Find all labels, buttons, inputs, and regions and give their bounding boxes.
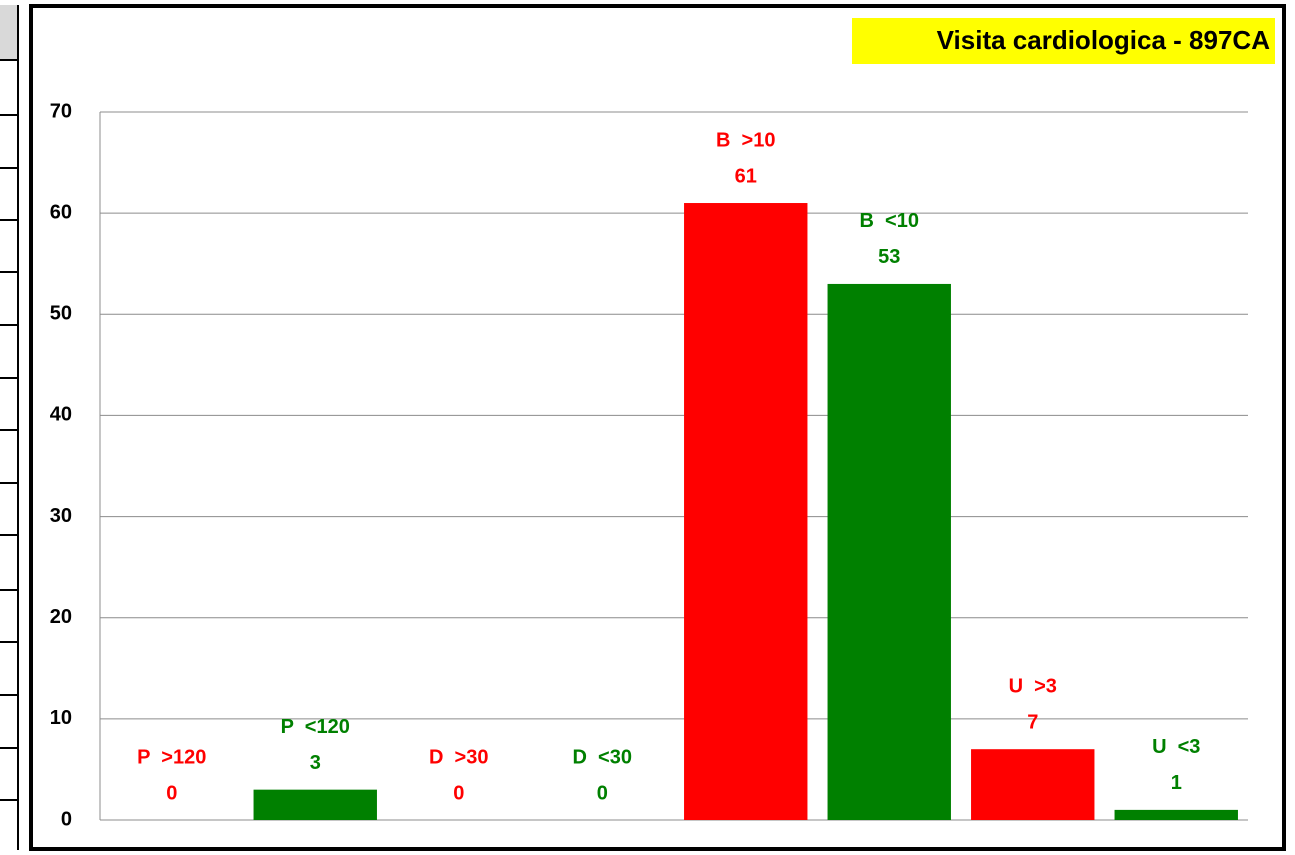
category-label: B >10 xyxy=(716,129,775,151)
y-tick-label: 0 xyxy=(61,808,72,830)
y-tick-label: 30 xyxy=(50,505,72,527)
chart-frame xyxy=(29,4,1286,851)
category-label: D >30 xyxy=(429,746,488,768)
bar xyxy=(253,789,377,820)
bar xyxy=(1114,809,1238,820)
value-label: 7 xyxy=(1027,711,1038,733)
side-table xyxy=(0,5,19,850)
bar xyxy=(971,749,1095,820)
category-label: D <30 xyxy=(573,746,632,768)
bar xyxy=(684,203,808,820)
table-cell xyxy=(0,5,18,60)
value-label: 3 xyxy=(310,752,321,774)
y-tick-label: 40 xyxy=(50,404,72,426)
category-label: U >3 xyxy=(1009,675,1057,697)
bar xyxy=(827,283,951,820)
y-tick-label: 70 xyxy=(50,100,72,122)
value-label: 0 xyxy=(166,782,177,804)
value-label: 1 xyxy=(1171,772,1182,794)
category-label: B <10 xyxy=(860,210,919,232)
value-label: 53 xyxy=(878,246,900,268)
category-label: P <120 xyxy=(281,716,350,738)
y-tick-label: 10 xyxy=(50,707,72,729)
value-label: 0 xyxy=(597,782,608,804)
table-rows xyxy=(0,59,18,801)
title-background xyxy=(852,18,1275,64)
y-tick-label: 20 xyxy=(50,606,72,628)
y-tick-label: 60 xyxy=(50,201,72,223)
category-label: U <3 xyxy=(1152,736,1200,758)
category-label: P >120 xyxy=(137,746,206,768)
value-label: 61 xyxy=(735,165,757,187)
value-label: 0 xyxy=(453,782,464,804)
y-tick-label: 50 xyxy=(50,303,72,325)
chart-title: Visita cardiologica - 897CA xyxy=(937,25,1271,55)
